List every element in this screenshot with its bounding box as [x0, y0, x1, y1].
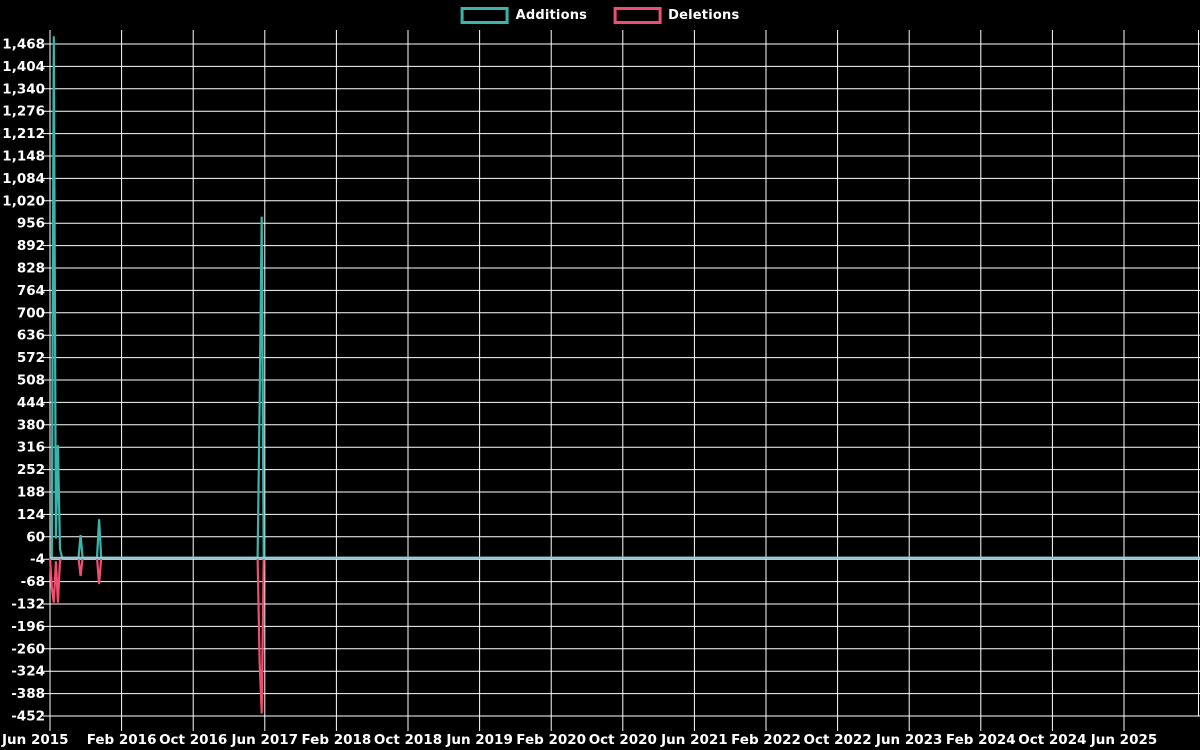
legend-item-additions[interactable]: Additions: [460, 7, 588, 24]
x-axis-tick-label: Feb 2020: [516, 732, 586, 748]
x-axis-tick-label: Oct 2022: [803, 732, 871, 748]
y-axis-tick-label: 444: [17, 395, 45, 411]
y-axis-tick-label: 892: [17, 238, 45, 254]
y-axis-tick-label: 252: [17, 462, 45, 478]
x-axis-tick-label: Feb 2024: [946, 732, 1016, 748]
y-axis-tick-label: 1,084: [2, 171, 45, 187]
additions-legend-label: Additions: [515, 8, 588, 23]
y-axis-tick-label: 316: [17, 440, 45, 456]
legend-item-deletions[interactable]: Deletions: [613, 7, 739, 24]
deletions-legend-swatch: [613, 7, 662, 24]
x-axis-tick-label: Jun 2015: [1, 732, 69, 748]
y-axis-tick-label: 1,404: [2, 59, 45, 75]
x-axis-tick-label: Oct 2020: [589, 732, 657, 748]
y-axis-tick-label: 1,468: [2, 37, 45, 53]
y-axis-tick-label: 700: [17, 305, 45, 321]
y-axis-tick-label: 572: [17, 350, 45, 366]
y-axis-tick-label: 380: [17, 417, 45, 433]
x-axis-tick-label: Feb 2018: [302, 732, 372, 748]
x-axis-tick-label: Jun 2023: [875, 732, 943, 748]
y-axis-tick-label: 1,212: [2, 126, 45, 142]
additions-series-line[interactable]: [49, 36, 1200, 559]
x-axis-tick-label: Feb 2022: [731, 732, 801, 748]
x-axis-tick-label: Feb 2016: [87, 732, 157, 748]
y-axis-tick-label: 636: [17, 328, 45, 344]
y-axis-tick-label: -324: [11, 664, 45, 680]
y-axis-tick-label: 956: [17, 216, 45, 232]
y-axis-tick-label: -388: [11, 686, 45, 702]
y-axis-tick-label: -132: [11, 597, 45, 613]
x-axis-tick-label: Oct 2024: [1018, 732, 1086, 748]
chart-legend: Additions Deletions: [460, 7, 740, 24]
deletions-series-line[interactable]: [48, 556, 1200, 714]
y-axis-tick-label: -260: [11, 641, 45, 657]
y-axis-tick-label: 764: [17, 283, 45, 299]
y-axis-tick-label: 1,340: [2, 81, 45, 97]
additions-legend-swatch: [460, 7, 509, 24]
y-axis-tick-label: -452: [11, 709, 45, 725]
y-axis-tick-label: 1,148: [2, 149, 45, 165]
x-axis-tick-label: Jun 2021: [660, 732, 728, 748]
y-axis-tick-label: 1,276: [2, 104, 45, 120]
x-axis-tick-label: Jun 2019: [445, 732, 513, 748]
y-axis-tick-label: -196: [11, 619, 45, 635]
y-axis-tick-label: 1,020: [2, 193, 45, 209]
x-axis-tick-label: Jun 2017: [231, 732, 299, 748]
x-axis-tick-label: Jun 2025: [1090, 732, 1158, 748]
y-axis-tick-label: 188: [17, 485, 45, 501]
y-axis-tick-label: -4: [30, 552, 45, 568]
x-axis-tick-label: Oct 2016: [159, 732, 227, 748]
y-axis-tick-label: 124: [17, 507, 45, 523]
y-axis-tick-label: 60: [26, 529, 45, 545]
x-axis-tick-label: Oct 2018: [374, 732, 442, 748]
y-axis-tick-label: 508: [17, 373, 45, 389]
y-axis-tick-label: 828: [17, 261, 45, 277]
deletions-legend-label: Deletions: [668, 8, 740, 23]
y-axis-tick-label: -68: [21, 574, 45, 590]
